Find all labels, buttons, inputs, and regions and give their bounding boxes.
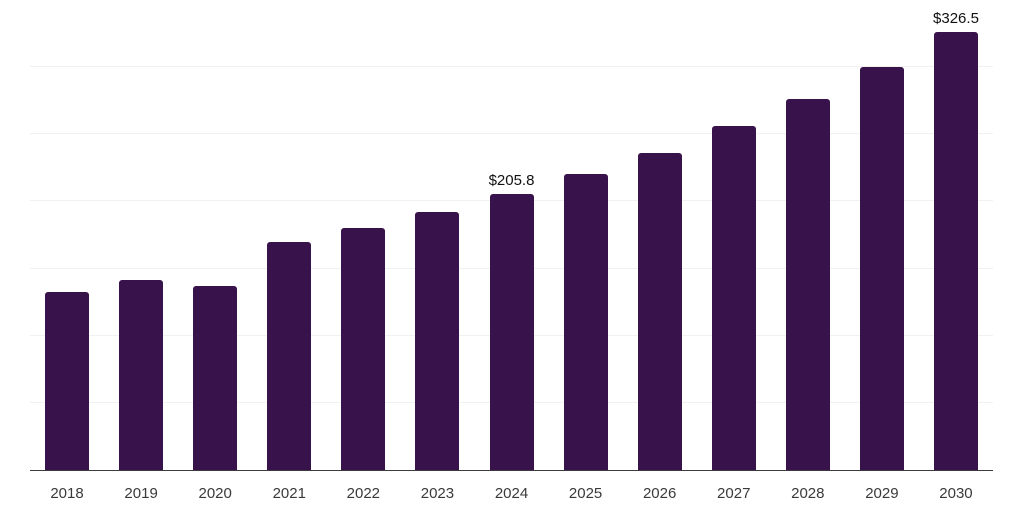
bar-column-2029 xyxy=(845,0,919,470)
bar-value-label-2030: $326.5 xyxy=(933,9,979,27)
x-tick-2018: 2018 xyxy=(50,485,84,502)
x-tick-2027: 2027 xyxy=(717,485,751,502)
bar-2021 xyxy=(267,241,312,470)
x-tick-2020: 2020 xyxy=(198,485,232,502)
x-tick-2029: 2029 xyxy=(865,485,899,502)
x-tick-2024: 2024 xyxy=(494,485,529,502)
bar-2026 xyxy=(637,152,682,470)
x-tick-2030: 2030 xyxy=(939,485,973,502)
gridline-300 xyxy=(30,66,993,68)
x-tick-2028: 2028 xyxy=(791,485,825,502)
bar-column-2030: $326.5 xyxy=(919,0,993,470)
bar-2024 xyxy=(489,193,534,470)
bars-row: $205.8 $326.5 xyxy=(30,0,993,470)
plot-area: $205.8 $326.5 xyxy=(30,0,993,471)
bar-2028 xyxy=(785,98,830,470)
bar-column-2018 xyxy=(30,0,104,470)
bar-2030 xyxy=(933,31,978,470)
bar-column-2026 xyxy=(623,0,697,470)
gridline-250 xyxy=(30,133,993,135)
bar-column-2028 xyxy=(771,0,845,470)
x-tick-2023: 2023 xyxy=(420,485,455,502)
x-tick-2019: 2019 xyxy=(124,485,158,502)
bar-column-2019 xyxy=(104,0,178,470)
bar-2029 xyxy=(859,67,904,470)
x-axis-labels: 2018 2019 2020 2021 2022 2023 2024 2025 2026 2027… xyxy=(30,470,993,502)
bar-column-2020 xyxy=(178,0,252,470)
bar-column-2022 xyxy=(326,0,400,470)
bar-column-2023 xyxy=(400,0,474,470)
bar-column-2027 xyxy=(697,0,771,470)
x-tick-2021: 2021 xyxy=(272,485,306,502)
x-tick-2026: 2026 xyxy=(642,485,677,502)
bar-value-label-2024: $205.8 xyxy=(488,171,535,189)
bar-2023 xyxy=(415,211,460,470)
x-tick-2022: 2022 xyxy=(346,485,381,502)
bar-2022 xyxy=(341,228,386,470)
bar-column-2024: $205.8 xyxy=(474,0,548,470)
x-tick-2025: 2025 xyxy=(568,485,603,502)
bar-2027 xyxy=(711,125,756,470)
bar-2020 xyxy=(193,286,238,470)
x-axis-line xyxy=(30,469,993,471)
bar-column-2025 xyxy=(549,0,623,470)
bar-2019 xyxy=(119,280,164,470)
bar-2025 xyxy=(563,174,608,470)
bar-column-2021 xyxy=(252,0,326,470)
bar-2018 xyxy=(45,291,90,470)
